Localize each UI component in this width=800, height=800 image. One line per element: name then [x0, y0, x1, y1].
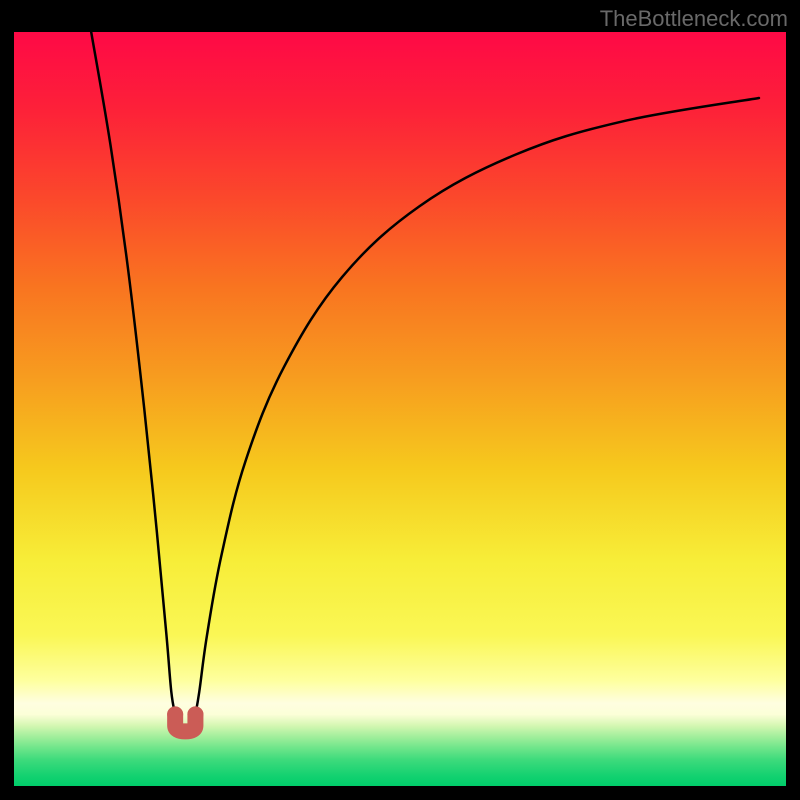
- chart-container: TheBottleneck.com: [0, 0, 800, 800]
- valley-ball-right: [187, 706, 203, 722]
- watermark-text: TheBottleneck.com: [600, 6, 788, 32]
- bottleneck-chart: [0, 0, 800, 800]
- valley-ball-left: [167, 706, 183, 722]
